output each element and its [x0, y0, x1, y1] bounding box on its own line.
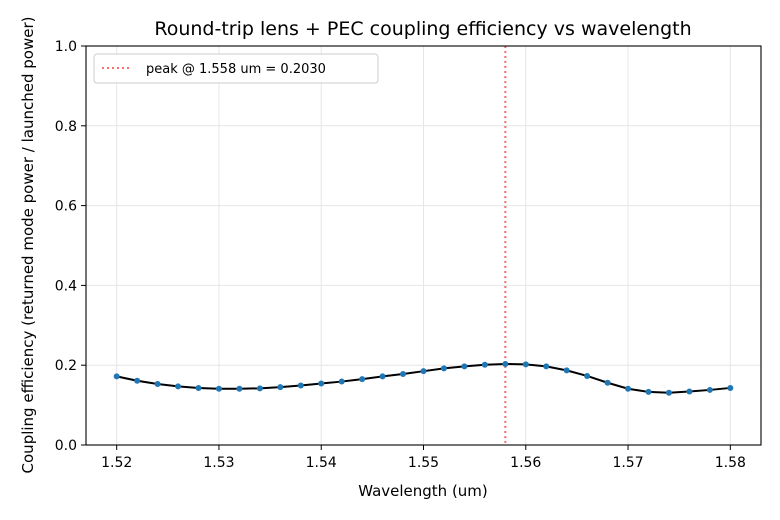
y-axis-ticks: 0.0 0.2 0.4 0.6 0.8 1.0 [55, 39, 86, 454]
data-point [481, 361, 488, 368]
grid [86, 45, 761, 446]
data-point [625, 385, 632, 392]
legend-peak-label: peak @ 1.558 um = 0.2030 [146, 62, 326, 77]
data-point [665, 389, 672, 396]
data-point [727, 384, 734, 391]
data-point [502, 361, 509, 368]
x-axis-label: Wavelength (um) [358, 482, 488, 500]
data-point [113, 373, 120, 380]
plot-area [113, 46, 734, 445]
data-point [522, 361, 529, 368]
data-point [318, 380, 325, 387]
data-point [154, 380, 161, 387]
data-point [379, 373, 386, 380]
data-point [706, 386, 713, 393]
y-tick-label: 0.6 [55, 199, 77, 215]
y-tick-label: 0.0 [55, 438, 77, 454]
data-point [563, 367, 570, 374]
data-point [604, 379, 611, 386]
y-tick-label: 0.4 [55, 278, 77, 294]
x-tick-label: 1.57 [612, 455, 643, 471]
data-point [256, 385, 263, 392]
data-point [645, 388, 652, 395]
x-tick-label: 1.55 [408, 455, 439, 471]
chart-title: Round-trip lens + PEC coupling efficienc… [154, 18, 691, 40]
data-point [236, 385, 243, 392]
data-point [420, 368, 427, 375]
x-tick-label: 1.52 [101, 455, 132, 471]
data-point [215, 385, 222, 392]
legend: peak @ 1.558 um = 0.2030 [93, 53, 379, 84]
data-point [134, 377, 141, 384]
data-point [440, 365, 447, 372]
y-axis-label: Coupling efficiency (returned mode power… [19, 17, 37, 474]
data-point [175, 383, 182, 390]
x-tick-label: 1.54 [306, 455, 337, 471]
data-point [359, 376, 366, 383]
y-tick-label: 0.8 [55, 119, 77, 135]
x-tick-label: 1.58 [715, 455, 746, 471]
x-tick-label: 1.56 [510, 455, 541, 471]
data-point [543, 363, 550, 370]
y-tick-label: 0.2 [55, 358, 77, 374]
data-point [277, 384, 284, 391]
data-point [338, 378, 345, 385]
data-point [400, 370, 407, 377]
x-axis-ticks: 1.52 1.53 1.54 1.55 1.56 1.57 1.58 [101, 445, 746, 471]
data-point [584, 372, 591, 379]
data-point [686, 388, 693, 395]
data-point [195, 384, 202, 391]
y-tick-label: 1.0 [55, 39, 77, 55]
data-point [297, 382, 304, 389]
x-tick-label: 1.53 [203, 455, 234, 471]
legend-box [93, 53, 379, 84]
data-point [461, 363, 468, 370]
